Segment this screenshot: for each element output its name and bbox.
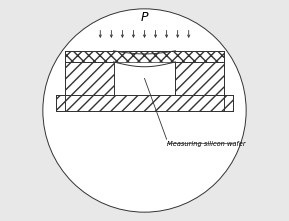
Bar bbox=[56, 95, 233, 110]
Bar bbox=[114, 62, 175, 95]
Bar bbox=[175, 62, 224, 95]
Bar bbox=[65, 62, 114, 95]
Text: Measuring silicon wafer: Measuring silicon wafer bbox=[166, 141, 245, 147]
Circle shape bbox=[43, 9, 246, 212]
Bar bbox=[65, 51, 224, 62]
Text: P: P bbox=[141, 11, 148, 24]
